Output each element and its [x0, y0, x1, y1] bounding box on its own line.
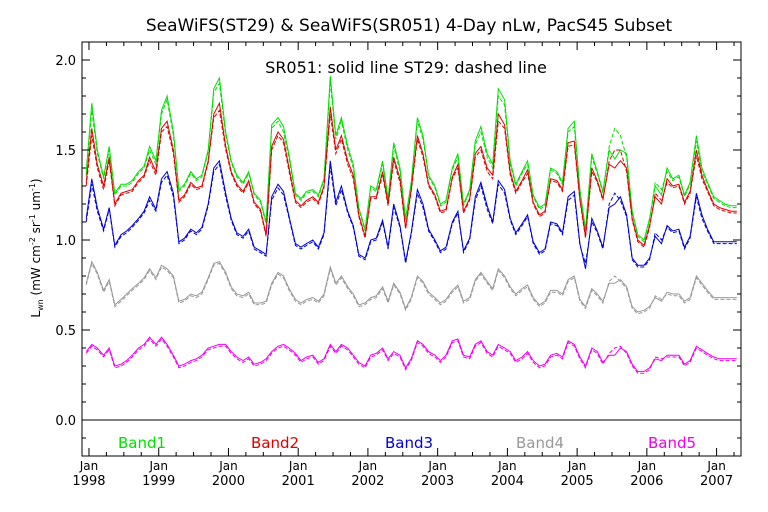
legend-label-band4: Band4 [516, 434, 564, 452]
x-tick-label: 2005 [561, 474, 594, 489]
plot-frame [81, 41, 742, 457]
x-tick-month: Jan [497, 459, 517, 473]
x-tick-label: 2006 [630, 474, 663, 489]
legend-label-band2: Band2 [251, 434, 299, 452]
y-tick-label: 1.5 [55, 144, 76, 159]
x-tick-label: 2000 [212, 474, 245, 489]
x-tick-label: 2002 [351, 474, 384, 489]
y-label-main: L [29, 311, 43, 318]
chart-subtitle: SR051: solid line ST29: dashed line [265, 58, 547, 77]
y-tick-label: 0.0 [55, 414, 76, 429]
y-axis-label: Lwn (mW cm-2 sr-1 um-1) [28, 178, 45, 317]
x-tick-month: Jan [427, 459, 447, 473]
series-line-solid-band3 [85, 159, 737, 269]
x-tick-month: Jan [637, 459, 657, 473]
y-label-close: ) [29, 178, 43, 183]
series-line-dashed-band4 [85, 261, 737, 315]
x-tick-label: 2004 [491, 474, 524, 489]
legend-label-band5: Band5 [648, 434, 696, 452]
x-tick-month: Jan [79, 459, 99, 473]
legend-label-band3: Band3 [385, 434, 433, 452]
y-label-sup2: -1 [28, 214, 37, 222]
x-tick-month: Jan [148, 459, 168, 473]
series-line-solid-band4 [85, 260, 737, 313]
legend-layer: Band1 Band2 Band3 Band4 Band5 [118, 434, 696, 452]
x-tick-label: 1998 [72, 474, 105, 489]
series-line-dashed-band5 [85, 338, 737, 374]
series-lines-layer [85, 76, 737, 374]
y-label-rest: (mW cm [29, 245, 43, 299]
chart-title: SeaWiFS(ST29) & SeaWiFS(SR051) 4-Day nLw… [146, 16, 673, 36]
y-label-mid: sr [29, 222, 43, 237]
axes-layer: 0.00.51.01.52.0Jan1998Jan1999Jan2000Jan2… [55, 41, 742, 489]
series-line-solid-band5 [85, 336, 737, 372]
x-tick-month: Jan [358, 459, 378, 473]
series-line-solid-band2 [85, 101, 737, 247]
x-tick-label: 2003 [421, 474, 454, 489]
y-label-sup3: -1 [28, 183, 37, 191]
y-tick-label: 1.0 [55, 234, 76, 249]
x-tick-label: 1999 [142, 474, 175, 489]
x-tick-label: 2007 [700, 474, 733, 489]
y-tick-label: 0.5 [55, 324, 76, 339]
y-tick-label: 2.0 [55, 54, 76, 69]
series-line-dashed-band1 [85, 81, 737, 243]
x-tick-month: Jan [567, 459, 587, 473]
x-tick-month: Jan [288, 459, 308, 473]
legend-label-band1: Band1 [118, 434, 166, 452]
x-tick-month: Jan [218, 459, 238, 473]
y-label-end: um [29, 191, 43, 214]
x-tick-month: Jan [706, 459, 726, 473]
series-line-solid-band1 [85, 76, 737, 241]
x-tick-label: 2001 [282, 474, 315, 489]
y-label-sub: wn [36, 299, 45, 311]
y-label-sup1: -2 [28, 237, 37, 245]
